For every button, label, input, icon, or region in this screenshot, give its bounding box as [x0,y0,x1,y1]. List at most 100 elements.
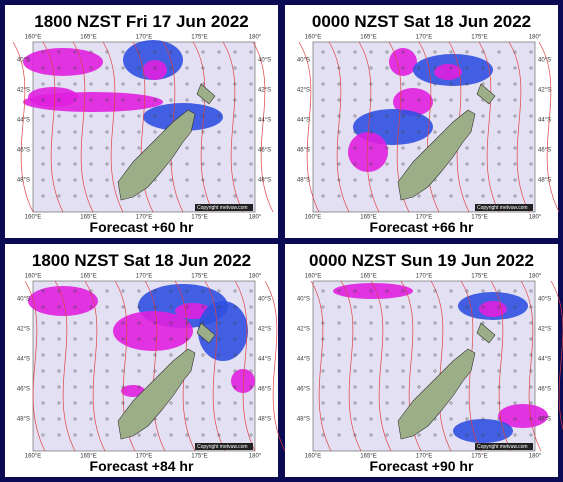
wind-barb [497,146,501,150]
wind-barb [353,321,357,325]
wind-barb [337,114,341,118]
wind-barb [185,50,189,54]
wind-barb [89,50,93,54]
wind-barb [185,401,189,405]
lon-label: 170°E [136,215,152,221]
wind-barb [137,385,141,389]
lat-label: 42°S [297,88,310,94]
forecast-label: Forecast +60 hr [90,219,194,235]
wind-barb [89,337,93,341]
wind-barb [121,353,125,357]
wind-barb [385,66,389,70]
south-island [117,348,196,440]
wind-barb [449,194,453,198]
wind-barb [433,82,437,86]
wind-barb [105,321,109,325]
wind-barb [465,433,469,437]
lon-label: 180° [249,454,262,460]
wind-barb [105,289,109,293]
wind-barb [121,289,125,293]
lat-label: 42°S [17,327,30,333]
wind-barb [497,305,501,309]
wind-barb [401,305,405,309]
wind-barb [433,433,437,437]
wind-barb [41,114,45,118]
wind-barb [57,194,61,198]
wind-barb [169,66,173,70]
wind-barb [401,98,405,102]
lon-label: 180° [249,35,262,41]
wind-barb [137,337,141,341]
lon-label: 170°E [416,274,432,280]
wind-barb [57,305,61,309]
wind-barb [369,162,373,166]
wind-barb [385,353,389,357]
south-island [397,348,476,440]
wind-barb [73,98,77,102]
forecast-label: Forecast +90 hr [370,458,474,474]
wind-barb [401,385,405,389]
wind-barb [369,337,373,341]
wind-barb [337,321,341,325]
wind-barb [217,130,221,134]
wind-barb [233,289,237,293]
lat-label: 40°S [538,58,551,64]
wind-barb [513,401,517,405]
wind-barb [529,98,533,102]
isobar [132,41,154,213]
wind-barb [169,321,173,325]
wind-barb [417,385,421,389]
wind-barb [417,321,421,325]
wind-barb [385,289,389,293]
wind-barb [513,114,517,118]
lat-label: 46°S [258,387,271,393]
lon-label: 165°E [80,35,96,41]
wind-barb [201,401,205,405]
wind-barb [385,385,389,389]
lat-label: 46°S [297,148,310,154]
wind-barb [385,369,389,373]
wind-barb [201,305,205,309]
wind-barb [233,433,237,437]
wind-barb [233,305,237,309]
south-island [397,109,476,201]
wind-barb [465,417,469,421]
wind-barb [73,337,77,341]
wind-barb [41,369,45,373]
wind-barb [497,82,501,86]
wind-barb [73,66,77,70]
isobar [370,280,392,452]
wind-barb [41,178,45,182]
wind-barb [233,50,237,54]
wind-barb [73,433,77,437]
wind-barb [121,369,125,373]
wind-barb [449,162,453,166]
wind-barb [121,82,125,86]
wind-barb [369,178,373,182]
isobar [222,41,244,213]
wind-barb [337,337,341,341]
wind-barb [169,417,173,421]
wind-barb [449,337,453,341]
wind-barb [233,130,237,134]
wind-barb [217,433,221,437]
wind-barb [57,353,61,357]
lon-label: 180° [249,274,262,280]
wind-barb [369,146,373,150]
precipitation [23,48,103,76]
lat-label: 44°S [297,118,310,124]
wind-barb [353,98,357,102]
forecast-label: Forecast +84 hr [90,458,194,474]
wind-barb [105,50,109,54]
wind-barb [449,50,453,54]
wind-barb [497,50,501,54]
wind-barb [105,417,109,421]
wind-barb [153,433,157,437]
wind-barb [57,321,61,325]
wind-barb [353,401,357,405]
precipitation [393,88,433,116]
lon-label: 180° [249,215,262,221]
wind-barb [201,385,205,389]
wind-barb [353,130,357,134]
wind-barb [321,146,325,150]
